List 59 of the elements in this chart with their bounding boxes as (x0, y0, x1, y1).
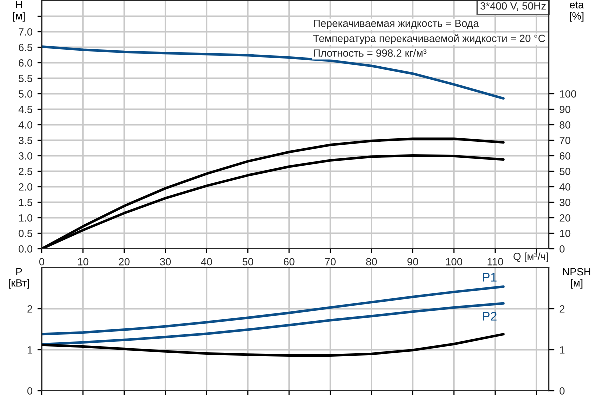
y2-tick-label: 0 (560, 388, 565, 395)
y-axis-title: H [м] (13, 1, 25, 22)
chart-title: 3*400 V, 50Hz (480, 2, 546, 12)
y2-tick-label: 70 (560, 137, 571, 144)
y2-axis-title: eta [%] (570, 2, 584, 22)
y2-tick-label: 2 (560, 306, 565, 313)
y2-tick-label: 100 (560, 90, 576, 98)
annotation: Перекачиваемая жидкость = Вода (314, 20, 480, 30)
y2-tick-label: 1 (560, 346, 565, 354)
y-tick-label: 0 (28, 388, 33, 395)
y-tick-label: 2.0 (19, 184, 33, 191)
y-tick-label: 4.5 (18, 106, 33, 114)
x-tick-label: 60 (284, 258, 295, 266)
y-tick-label: 1.0 (19, 214, 33, 222)
x-tick-label: 90 (408, 258, 418, 266)
x-tick-label: 10 (78, 258, 89, 266)
y-tick-label: 2.5 (19, 168, 33, 176)
x-tick-label: 0 (40, 258, 44, 266)
x-tick-label: 70 (325, 258, 336, 266)
line-series (42, 46, 505, 100)
y2-tick-label: 50 (560, 168, 571, 176)
y-tick-label: 1.5 (19, 199, 33, 206)
y2-tick-label: 20 (560, 214, 571, 222)
x-tick-label: 20 (119, 258, 130, 266)
line-series (42, 333, 505, 357)
y2-tick-label: 60 (560, 152, 571, 160)
y-tick-label: 3.5 (18, 137, 33, 144)
line-series (42, 302, 505, 346)
y-axis-title: P [кВт] (9, 268, 30, 289)
y2-tick-label: 30 (560, 199, 571, 206)
x-tick-label: 100 (446, 258, 462, 266)
y-tick-label: 7.0 (19, 28, 33, 36)
y-tick-label: 0.0 (18, 246, 33, 253)
x-tick-label: 80 (366, 258, 378, 266)
y2-axis-title: NPSH [м] (563, 268, 591, 289)
y-tick-label: 0.5 (18, 230, 33, 238)
annotation: Температура перекачиваемой жидкости = 20 °C (313, 34, 546, 44)
y-tick-label: 4.0 (18, 122, 33, 129)
y2-tick-label: 10 (560, 230, 571, 238)
y-tick-label: 5.5 (18, 75, 33, 82)
y-tick-label: 2 (28, 306, 32, 313)
y-tick-label: 3.0 (18, 152, 33, 160)
x-tick-label: 30 (160, 258, 172, 266)
x-tick-label: 50 (242, 258, 254, 266)
y-tick-label: 6.5 (19, 44, 33, 52)
series-label: P1 (483, 273, 497, 282)
x-tick-label: 40 (201, 258, 212, 266)
y-tick-label: 1 (28, 346, 32, 354)
y2-tick-label: 40 (560, 184, 571, 191)
y2-tick-label: 0 (560, 246, 565, 253)
series-label: P2 (483, 312, 497, 321)
annotation: Плотность = 998.2 кг/м³ (314, 49, 427, 58)
x-axis-title: Q [м³/ч] (514, 252, 548, 262)
x-tick-label: 110 (488, 258, 504, 266)
line-series (42, 286, 505, 336)
y2-tick-label: 80 (560, 122, 571, 129)
y-tick-label: 6.0 (19, 60, 33, 67)
y2-tick-label: 90 (560, 106, 571, 114)
y-tick-label: 5.0 (18, 90, 33, 98)
